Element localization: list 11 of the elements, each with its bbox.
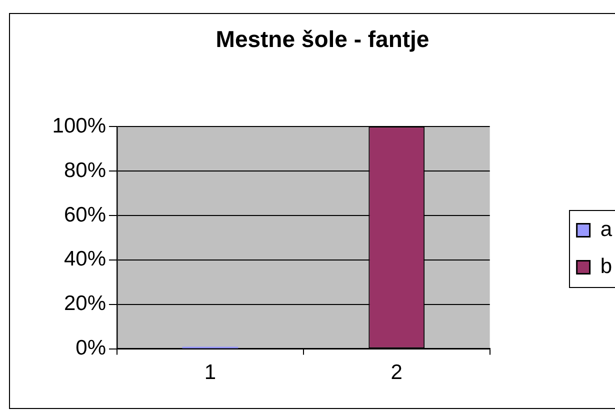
legend-label: b (600, 254, 612, 278)
legend-label: a (600, 218, 612, 241)
y-tick-label: 0% (76, 336, 106, 360)
y-tick-label: 100% (52, 114, 106, 138)
y-tick-label: 20% (64, 292, 106, 316)
x-tick-label: 1 (204, 361, 216, 384)
y-tick-label: 40% (64, 248, 106, 271)
x-tick-label: 2 (390, 361, 402, 384)
chart-title: Mestne šole - fantje (216, 26, 430, 52)
y-tick-label: 60% (64, 203, 106, 226)
y-tick-label: 80% (64, 158, 106, 182)
